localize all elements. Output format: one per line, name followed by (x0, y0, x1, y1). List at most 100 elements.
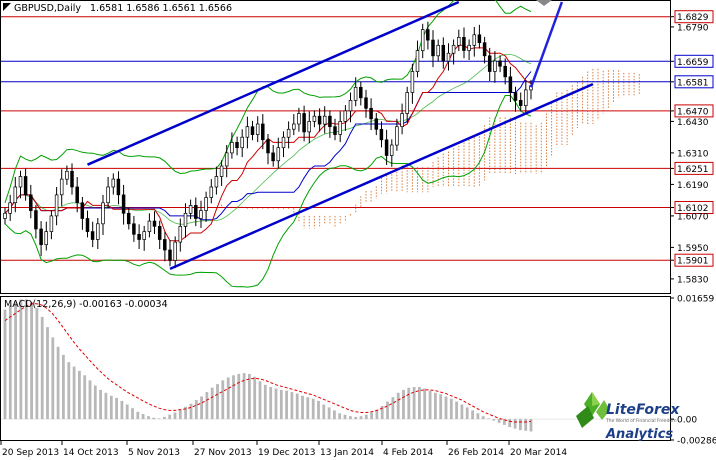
level-badge (674, 104, 714, 118)
macd-bar (380, 406, 384, 420)
time-label: 14 Oct 2013 (63, 448, 119, 458)
candle-body (245, 126, 250, 138)
macd-bar (237, 373, 241, 420)
candle-body (121, 194, 126, 214)
candle-body (13, 186, 18, 204)
candle-body (322, 115, 327, 125)
candle-body (498, 60, 502, 67)
candle-body (34, 210, 38, 230)
price-label: 1.6102 (677, 204, 709, 214)
macd-bar (519, 419, 522, 431)
expand-arrow-icon[interactable] (3, 3, 11, 11)
candle-body (477, 34, 482, 44)
price-label: 1.6790 (677, 23, 709, 33)
macd-bar (285, 390, 288, 420)
liteforex-logo: LiteForex The World of Financial Freedom… (576, 392, 680, 442)
chart-ohlc: 1.6581 1.6586 1.6561 1.6566 (90, 3, 232, 14)
price-label: 1.6430 (677, 118, 709, 128)
candle-body (178, 226, 183, 243)
macd-bar (481, 416, 485, 420)
candle-body (441, 44, 446, 62)
macd-bar (503, 419, 506, 425)
macd-bar (471, 410, 474, 420)
price-label: 1.6070 (677, 212, 709, 222)
candle-body (420, 29, 425, 51)
candle-body (116, 178, 121, 196)
macd-bar (327, 407, 331, 420)
price-label: 1.6581 (677, 78, 709, 88)
macd-bar (115, 397, 118, 420)
candle-body (65, 170, 69, 180)
candle-body (199, 210, 203, 219)
candle-body (400, 113, 404, 127)
time-label: 20 Sep 2013 (2, 448, 59, 458)
macd-bar (434, 392, 437, 420)
macd-bar (109, 395, 113, 420)
level-badge (674, 253, 714, 267)
candle-body (487, 55, 492, 72)
macd-bar (40, 316, 44, 420)
candle-body (168, 249, 172, 261)
candle-body (457, 37, 461, 46)
candle-body (235, 142, 239, 148)
candle-body (281, 136, 286, 149)
macd-bar (168, 414, 172, 420)
candle-body (307, 121, 311, 133)
candle-body (410, 71, 415, 93)
macd-bar (88, 380, 92, 420)
candle-body (157, 226, 162, 240)
macd-bar (232, 375, 235, 420)
macd-bar (24, 299, 28, 420)
macd-bar (455, 401, 458, 420)
macd-bar (253, 376, 257, 420)
macd-bar (3, 309, 7, 420)
macd-bar (460, 404, 464, 420)
macd-bar (78, 370, 81, 420)
level-badge (674, 75, 714, 89)
candle-body (389, 144, 394, 156)
candle-body (276, 147, 281, 162)
macd-bar (147, 416, 150, 420)
candle-body (75, 186, 79, 204)
candle-body (173, 241, 177, 261)
candle-body (338, 121, 342, 135)
macd-bar (184, 406, 187, 420)
macd-bar (136, 411, 140, 420)
macd-bar (444, 396, 448, 420)
candle-body (209, 186, 214, 198)
candle-body (513, 92, 518, 101)
candle-body (508, 76, 513, 93)
macd-bar (93, 385, 97, 420)
candle-body (415, 50, 420, 72)
level-badge (674, 10, 714, 24)
time-label: 5 Nov 2013 (128, 448, 180, 458)
candle-body (54, 194, 59, 217)
bollinger-lower (4, 95, 532, 288)
candle-body (462, 37, 466, 51)
macd-bar (152, 417, 156, 420)
logo-tagline: The World of Financial Freedom (605, 418, 677, 424)
macd-bar (157, 418, 161, 420)
level-badge (674, 54, 714, 68)
price-label: 1.6470 (677, 107, 709, 117)
candle-body (426, 29, 430, 41)
macd-bar (364, 414, 368, 420)
chart-shift-marker-icon[interactable] (536, 0, 552, 6)
macd-bar (529, 419, 533, 432)
time-label: 13 Jan 2014 (320, 448, 374, 458)
macd-bar (465, 407, 469, 420)
level-badge (674, 161, 714, 175)
macd-bar (386, 401, 389, 420)
macd-axis-label: 0.01659 (677, 295, 714, 305)
macd-bar (412, 387, 416, 420)
macd-bar (72, 366, 76, 420)
level-badge (674, 201, 714, 214)
macd-bar (343, 414, 347, 420)
macd-bar (263, 384, 267, 420)
macd-bar (290, 392, 294, 420)
time-label: 20 Mar 2014 (510, 448, 567, 458)
candle-body (250, 126, 255, 135)
price-label: 1.6829 (677, 13, 709, 23)
macd-bar (205, 392, 209, 420)
